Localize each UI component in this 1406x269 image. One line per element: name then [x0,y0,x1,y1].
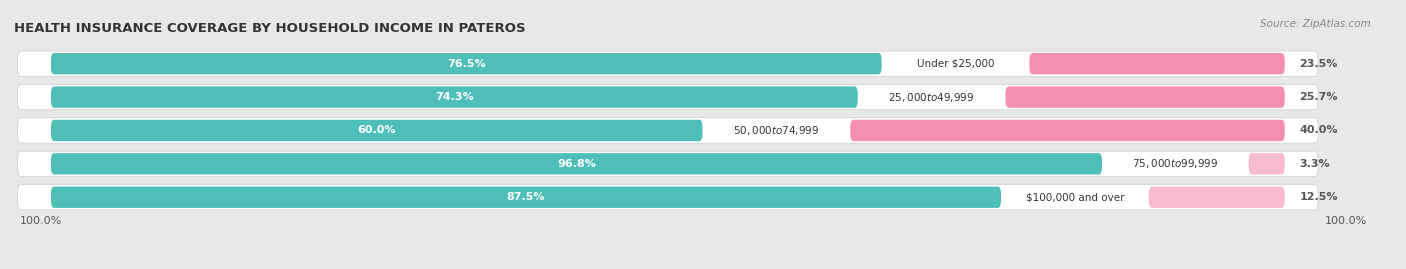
Text: 96.8%: 96.8% [557,159,596,169]
Text: 40.0%: 40.0% [1299,125,1339,136]
FancyBboxPatch shape [51,186,1001,208]
FancyBboxPatch shape [851,120,1285,141]
Text: 23.5%: 23.5% [1299,59,1339,69]
FancyBboxPatch shape [18,51,1317,76]
FancyBboxPatch shape [1249,153,1285,175]
FancyBboxPatch shape [51,53,882,75]
Text: $75,000 to $99,999: $75,000 to $99,999 [1132,157,1219,170]
FancyBboxPatch shape [18,151,1317,176]
Text: 100.0%: 100.0% [20,216,62,226]
Text: Source: ZipAtlas.com: Source: ZipAtlas.com [1260,19,1371,29]
Text: $50,000 to $74,999: $50,000 to $74,999 [734,124,820,137]
FancyBboxPatch shape [51,86,858,108]
Text: 100.0%: 100.0% [1324,216,1367,226]
Text: 76.5%: 76.5% [447,59,485,69]
FancyBboxPatch shape [1005,86,1285,108]
Text: 87.5%: 87.5% [506,192,546,202]
FancyBboxPatch shape [51,120,703,141]
FancyBboxPatch shape [51,153,1102,175]
FancyBboxPatch shape [18,84,1317,110]
Text: 12.5%: 12.5% [1299,192,1339,202]
Text: $25,000 to $49,999: $25,000 to $49,999 [889,91,974,104]
Text: Under $25,000: Under $25,000 [917,59,994,69]
Text: 25.7%: 25.7% [1299,92,1339,102]
Text: 60.0%: 60.0% [357,125,396,136]
Text: HEALTH INSURANCE COVERAGE BY HOUSEHOLD INCOME IN PATEROS: HEALTH INSURANCE COVERAGE BY HOUSEHOLD I… [14,22,526,35]
FancyBboxPatch shape [18,185,1317,210]
Text: 3.3%: 3.3% [1299,159,1330,169]
FancyBboxPatch shape [1149,186,1285,208]
Text: 74.3%: 74.3% [434,92,474,102]
Text: $100,000 and over: $100,000 and over [1025,192,1125,202]
FancyBboxPatch shape [1029,53,1285,75]
FancyBboxPatch shape [18,118,1317,143]
